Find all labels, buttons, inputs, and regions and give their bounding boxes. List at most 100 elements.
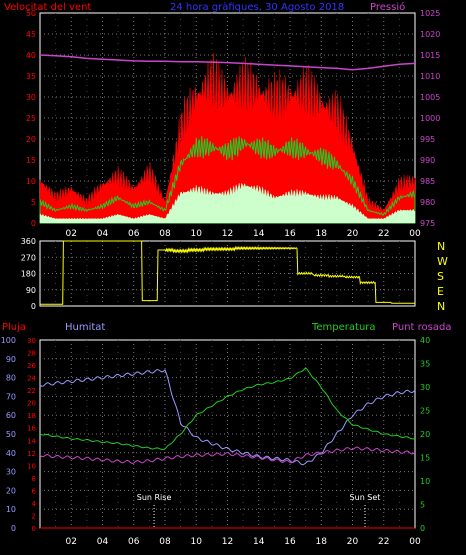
- humidity-y-tick-label: 100: [1, 336, 16, 345]
- direction-y-tick-label: 180: [21, 270, 36, 279]
- humidity-y-tick-label: 10: [6, 505, 16, 514]
- x-tick-label: 22: [378, 229, 389, 239]
- x-tick-label: 14: [253, 537, 265, 547]
- rain-y-tick-label: 20: [27, 400, 36, 408]
- rain-y-tick-label: 10: [27, 462, 36, 470]
- x-tick-label: 02: [66, 537, 77, 547]
- wind-y-tick-label: 40: [26, 51, 36, 60]
- humidity-y-tick-label: 80: [6, 374, 16, 383]
- humidity-label: Humitat: [65, 322, 105, 333]
- humidity-y-tick-label: 40: [6, 449, 16, 458]
- wind-y-tick-label: 30: [26, 93, 36, 102]
- wind-direction-line: [40, 240, 415, 305]
- x-tick-label: 06: [128, 229, 140, 239]
- pressure-title: Pressió: [370, 1, 405, 13]
- temperature-label: Temperatura: [311, 322, 376, 333]
- compass-label: W: [437, 255, 448, 268]
- wind-y-tick-label: 5: [31, 198, 36, 207]
- x-tick-label: 08: [159, 537, 171, 547]
- x-tick-label: 08: [159, 229, 171, 239]
- x-tick-label: 10: [191, 537, 203, 547]
- pressure-y-tick-label: 995: [420, 135, 435, 144]
- x-tick-label: 18: [316, 537, 328, 547]
- temperature-y-tick-label: 40: [420, 336, 430, 345]
- temperature-y-tick-label: 10: [420, 477, 430, 486]
- x-tick-label: 18: [316, 229, 328, 239]
- pressure-y-tick-label: 1010: [420, 72, 440, 81]
- humidity-line: [39, 368, 416, 466]
- rain-y-tick-label: 28: [27, 350, 36, 358]
- temperature-y-tick-label: 5: [420, 501, 425, 510]
- x-tick-label: 10: [191, 229, 203, 239]
- wind-y-tick-label: 10: [26, 177, 36, 186]
- pressure-y-tick-label: 1005: [420, 93, 440, 102]
- rain-y-tick-label: 22: [27, 387, 36, 395]
- humidity-y-tick-label: 90: [6, 355, 16, 364]
- x-tick-label: 20: [347, 229, 359, 239]
- temperature-y-tick-label: 30: [420, 383, 430, 392]
- pressure-y-tick-label: 985: [420, 177, 435, 186]
- temperature-y-tick-label: 20: [420, 430, 430, 439]
- direction-y-tick-label: 90: [26, 286, 36, 295]
- rain-y-tick-label: 30: [27, 337, 36, 345]
- humidity-y-tick-label: 30: [6, 468, 16, 477]
- graph-date-title: 24 hora gràfiques, 30 Agosto 2018: [170, 1, 344, 13]
- compass-label: E: [437, 285, 444, 298]
- x-tick-label: 02: [66, 229, 77, 239]
- wind-y-tick-label: 35: [26, 72, 36, 81]
- x-tick-label: 06: [128, 537, 140, 547]
- temperature-y-tick-label: 0: [420, 524, 425, 533]
- x-tick-label: 16: [284, 537, 296, 547]
- dewpoint-label: Punt rosada: [392, 322, 451, 333]
- x-tick-label: 22: [378, 537, 389, 547]
- rain-y-tick-label: 26: [27, 362, 36, 370]
- x-tick-label: 04: [97, 537, 109, 547]
- humidity-y-tick-label: 60: [6, 411, 16, 420]
- direction-y-tick-label: 0: [31, 302, 36, 311]
- humidity-y-tick-label: 0: [11, 524, 16, 533]
- pressure-line: [39, 54, 416, 71]
- wind-y-tick-label: 0: [31, 219, 36, 228]
- pressure-y-tick-label: 1000: [420, 114, 440, 123]
- rain-y-tick-label: 24: [27, 375, 36, 383]
- pressure-y-tick-label: 1020: [420, 30, 440, 39]
- wind-y-tick-label: 50: [26, 9, 36, 18]
- rain-y-tick-label: 6: [32, 487, 37, 495]
- rain-y-tick-label: 14: [27, 437, 36, 445]
- rain-label: Pluja: [2, 322, 26, 333]
- rain-y-tick-label: 2: [32, 512, 36, 520]
- direction-y-tick-label: 360: [21, 237, 36, 246]
- wind-y-tick-label: 25: [26, 114, 36, 123]
- pressure-y-tick-label: 1015: [420, 51, 440, 60]
- x-tick-label: 00: [409, 229, 421, 239]
- x-tick-label: 20: [347, 537, 359, 547]
- x-tick-label: 00: [409, 537, 421, 547]
- wind-y-tick-label: 45: [26, 30, 36, 39]
- x-tick-label: 04: [97, 229, 109, 239]
- pressure-y-tick-label: 1025: [420, 9, 440, 18]
- dewpoint-line: [39, 446, 416, 465]
- x-tick-label: 16: [284, 229, 296, 239]
- rain-y-tick-label: 16: [27, 425, 36, 433]
- rain-y-tick-label: 0: [32, 525, 36, 533]
- pressure-y-tick-label: 990: [420, 156, 435, 165]
- sun-set-label: Sun Set: [350, 493, 381, 502]
- sun-rise-label: Sun Rise: [137, 493, 172, 502]
- pressure-y-tick-label: 975: [420, 219, 435, 228]
- humidity-y-tick-label: 20: [6, 486, 16, 495]
- temperature-y-tick-label: 25: [420, 407, 430, 416]
- rain-y-tick-label: 8: [32, 475, 36, 483]
- x-tick-label: 12: [222, 229, 233, 239]
- temperature-line: [39, 367, 416, 450]
- x-tick-label: 12: [222, 537, 233, 547]
- compass-label: N: [437, 240, 445, 253]
- humidity-y-tick-label: 50: [6, 430, 16, 439]
- wind-y-tick-label: 15: [26, 156, 36, 165]
- x-tick-label: 14: [253, 229, 265, 239]
- compass-label: N: [437, 300, 445, 313]
- wind-speed-title: Velocitat del vent: [4, 2, 91, 13]
- humidity-y-tick-label: 70: [6, 392, 16, 401]
- wind-gust-area: [39, 53, 416, 224]
- temperature-y-tick-label: 35: [420, 360, 430, 369]
